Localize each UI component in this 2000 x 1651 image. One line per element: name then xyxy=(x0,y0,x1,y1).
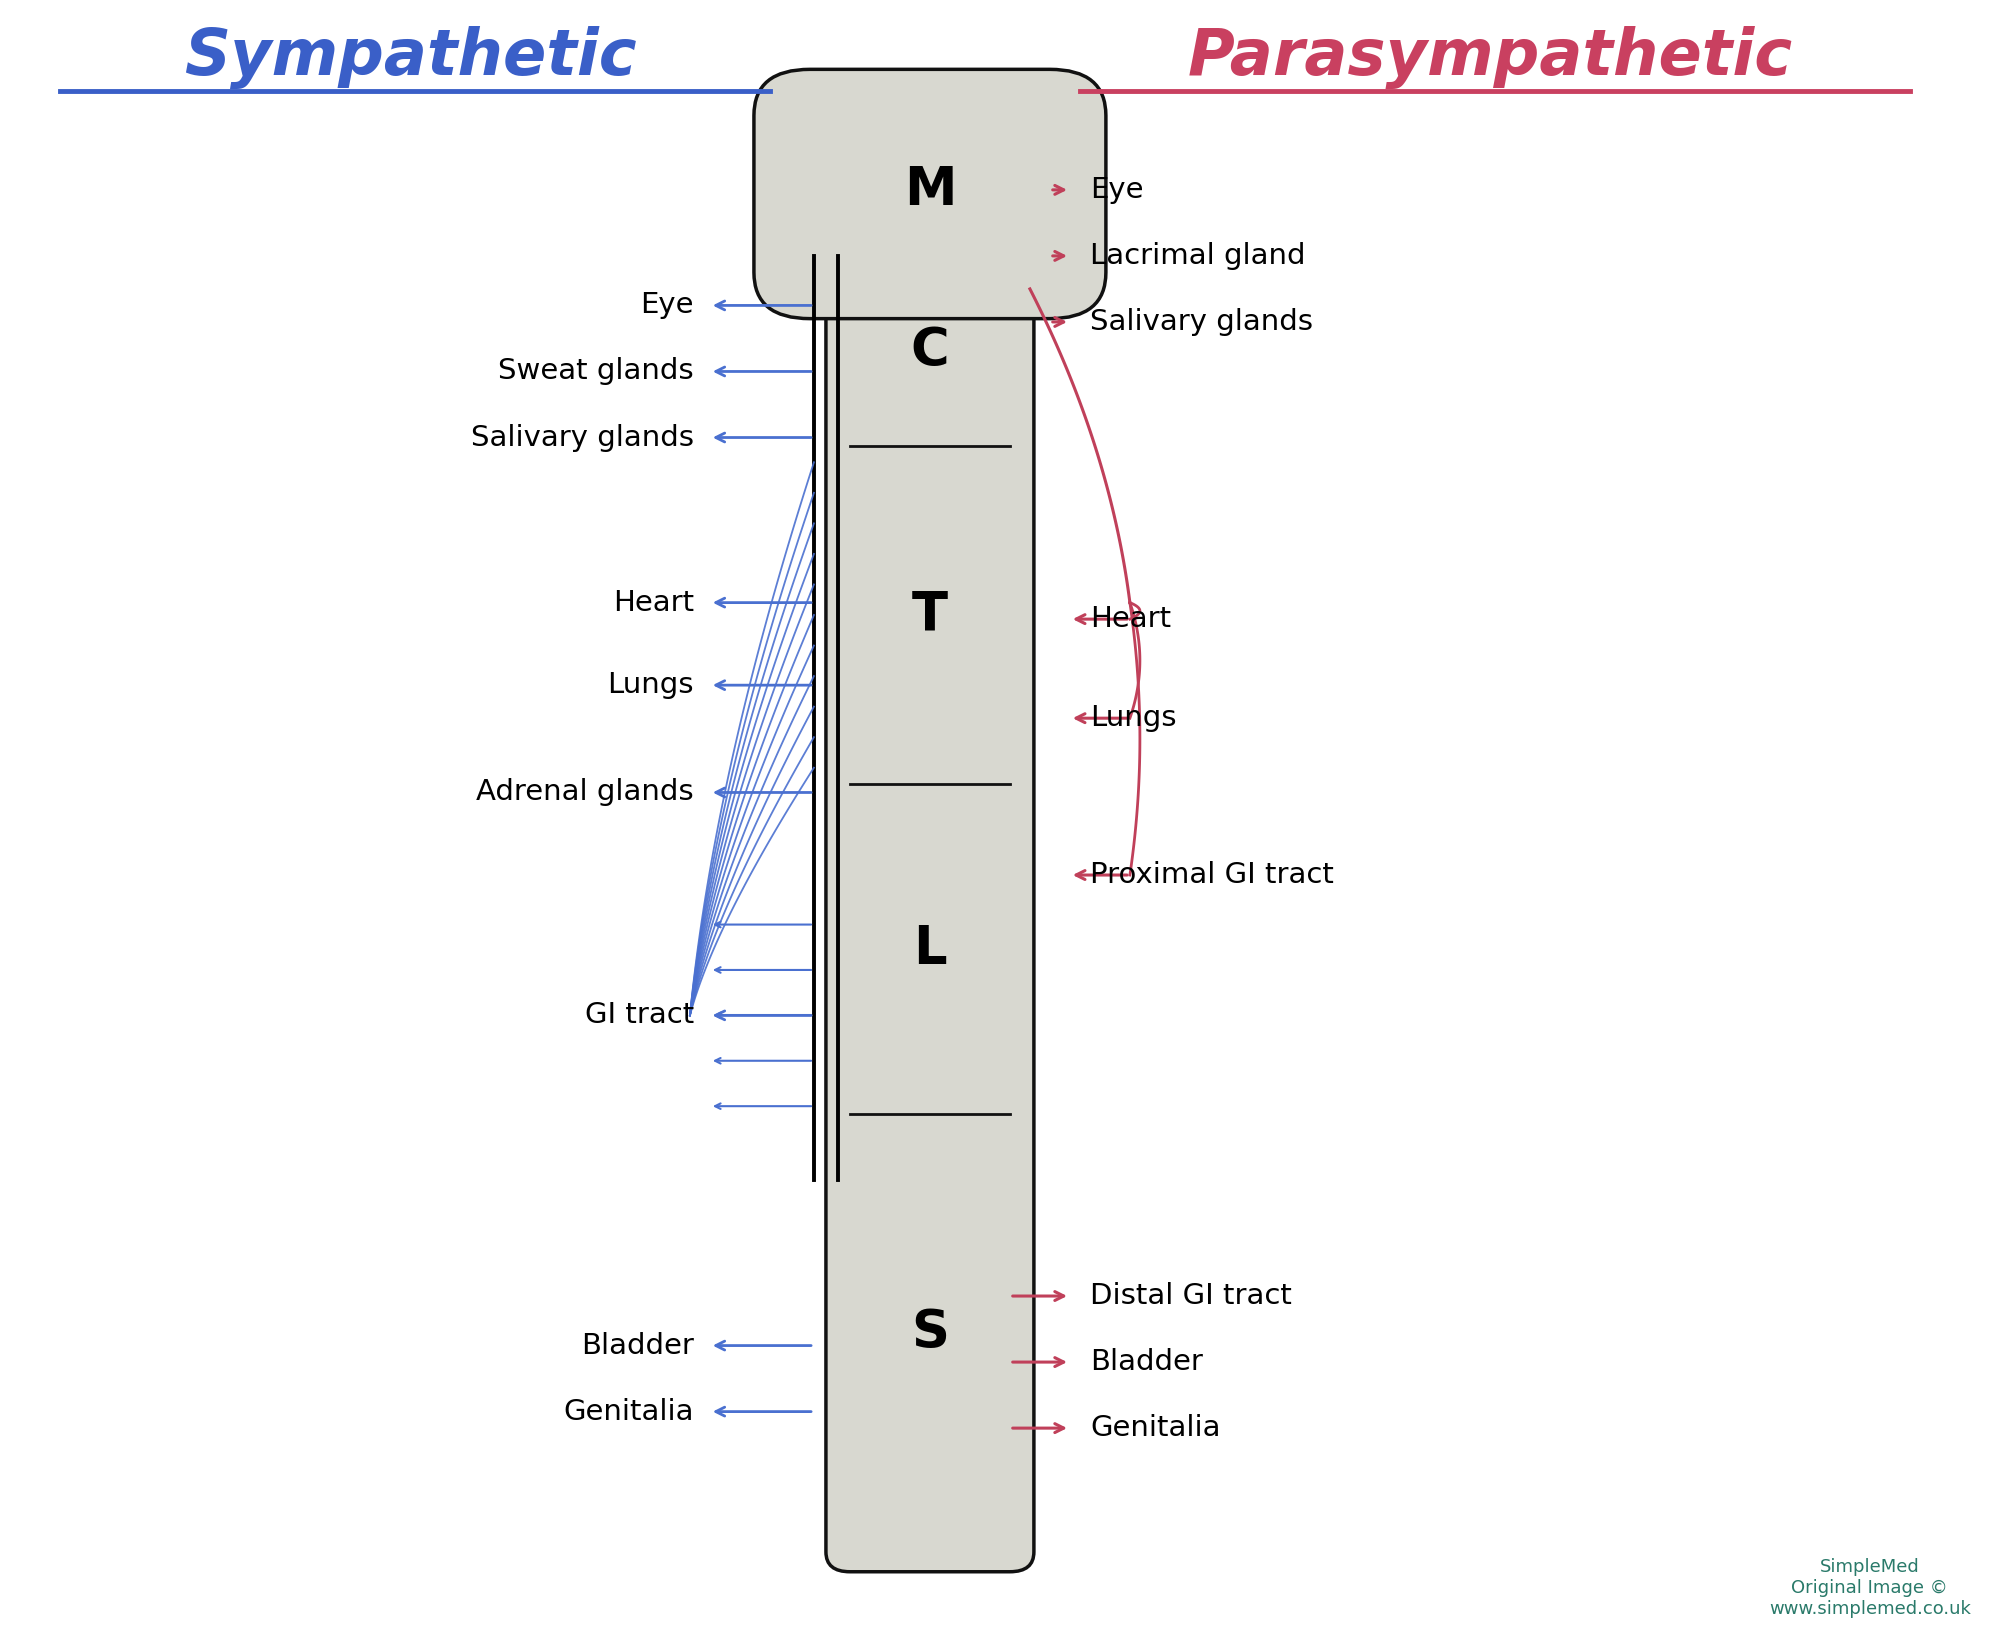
Text: Bladder: Bladder xyxy=(582,1332,694,1359)
Text: Eye: Eye xyxy=(1090,177,1144,203)
Text: Salivary glands: Salivary glands xyxy=(1090,309,1312,335)
Text: Lungs: Lungs xyxy=(1090,705,1176,731)
Text: Heart: Heart xyxy=(1090,606,1172,632)
Text: Lungs: Lungs xyxy=(608,672,694,698)
Text: M: M xyxy=(904,163,956,216)
Text: Salivary glands: Salivary glands xyxy=(470,424,694,451)
Text: Proximal GI tract: Proximal GI tract xyxy=(1090,862,1334,888)
Text: Distal GI tract: Distal GI tract xyxy=(1090,1283,1292,1309)
Text: GI tract: GI tract xyxy=(584,1002,694,1029)
Text: Eye: Eye xyxy=(640,292,694,319)
Text: SimpleMed
Original Image ©
www.simplemed.co.uk: SimpleMed Original Image © www.simplemed… xyxy=(1768,1559,1970,1618)
Text: Heart: Heart xyxy=(612,589,694,616)
FancyBboxPatch shape xyxy=(826,121,1034,1572)
Text: C: C xyxy=(910,325,950,376)
Text: Adrenal glands: Adrenal glands xyxy=(476,779,694,806)
Text: T: T xyxy=(912,589,948,641)
Text: L: L xyxy=(914,923,946,976)
Text: Sweat glands: Sweat glands xyxy=(498,358,694,385)
Text: Parasympathetic: Parasympathetic xyxy=(1188,26,1792,89)
Text: Genitalia: Genitalia xyxy=(1090,1415,1220,1441)
Text: S: S xyxy=(910,1308,948,1359)
Text: Lacrimal gland: Lacrimal gland xyxy=(1090,243,1306,269)
Text: Sympathetic: Sympathetic xyxy=(184,26,636,89)
Text: Genitalia: Genitalia xyxy=(564,1398,694,1425)
Text: Bladder: Bladder xyxy=(1090,1349,1202,1375)
FancyBboxPatch shape xyxy=(754,69,1106,319)
